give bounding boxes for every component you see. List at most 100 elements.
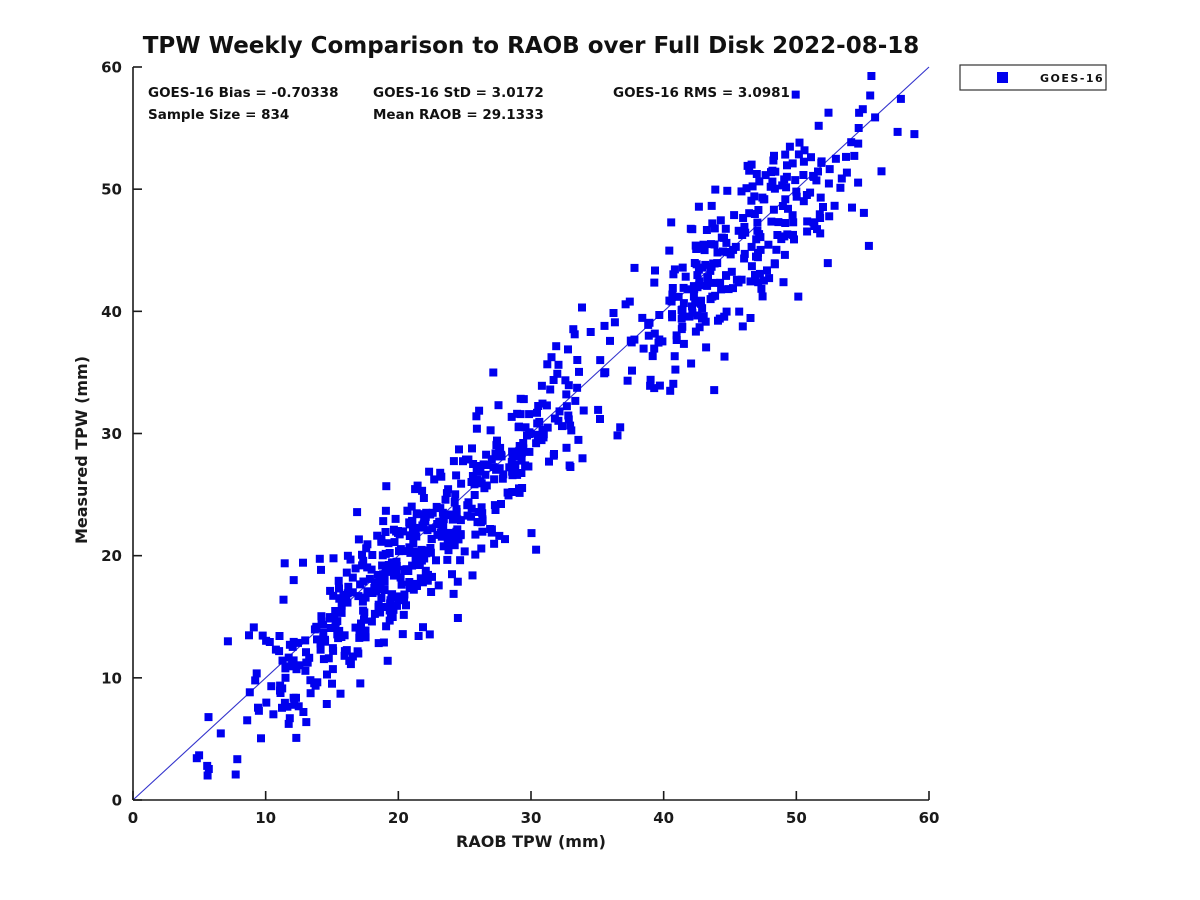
data-point: [746, 277, 755, 286]
data-point: [732, 275, 741, 284]
y-axis-title: Measured TPW (mm): [72, 356, 91, 544]
data-point: [368, 589, 377, 597]
data-point: [421, 517, 430, 525]
data-point: [192, 754, 201, 763]
data-point: [758, 193, 767, 202]
data-point: [316, 645, 325, 654]
data-point: [453, 614, 462, 622]
data-point: [639, 344, 648, 353]
data-point: [470, 491, 479, 499]
data-point: [550, 414, 559, 423]
data-point: [365, 574, 374, 583]
data-point: [405, 543, 414, 552]
data-point: [471, 530, 480, 539]
data-point: [487, 455, 496, 464]
data-point: [393, 601, 401, 610]
data-point: [460, 547, 469, 556]
data-point: [792, 187, 801, 196]
data-point: [354, 535, 363, 544]
data-point: [299, 558, 307, 567]
data-point: [477, 544, 486, 553]
x-tick-label: 0: [128, 809, 138, 827]
data-point: [726, 250, 735, 259]
data-point: [596, 356, 605, 365]
data-point: [370, 609, 379, 618]
data-point: [477, 503, 486, 512]
data-point: [360, 608, 369, 617]
data-point: [695, 323, 704, 332]
data-point: [400, 590, 409, 599]
data-point: [467, 512, 476, 521]
data-point: [495, 531, 504, 540]
data-point: [723, 186, 732, 195]
data-point: [472, 412, 481, 421]
data-point: [453, 577, 462, 586]
data-point: [803, 227, 812, 236]
data-point: [359, 556, 368, 565]
data-point: [243, 716, 252, 725]
data-point: [257, 734, 265, 743]
data-point: [751, 271, 759, 279]
data-point: [292, 733, 301, 742]
data-point: [344, 582, 353, 591]
data-point: [739, 214, 748, 222]
data-point: [275, 632, 284, 640]
data-point: [534, 402, 543, 410]
data-point: [767, 168, 775, 177]
data-point: [610, 318, 619, 327]
data-point: [695, 277, 704, 286]
data-point: [258, 631, 267, 640]
data-point: [825, 212, 834, 221]
data-point: [625, 297, 634, 306]
data-point: [752, 170, 761, 178]
data-point: [377, 534, 386, 543]
data-point: [692, 260, 701, 269]
data-point: [743, 161, 752, 170]
data-point: [665, 296, 674, 305]
data-point: [678, 305, 687, 314]
data-point: [515, 452, 523, 461]
data-point: [753, 226, 762, 235]
data-point: [412, 532, 421, 541]
data-point: [770, 260, 779, 269]
data-point: [514, 423, 523, 432]
data-point: [658, 337, 667, 346]
data-point: [478, 527, 487, 536]
data-point: [508, 488, 517, 496]
data-point: [812, 176, 821, 185]
data-point: [379, 517, 388, 526]
data-point: [806, 188, 815, 197]
data-point: [689, 292, 698, 301]
data-point: [486, 525, 495, 533]
data-point: [761, 171, 770, 180]
data-point: [710, 386, 719, 395]
data-point: [517, 456, 526, 465]
data-point: [345, 656, 354, 665]
data-point: [734, 226, 743, 235]
data-point: [720, 352, 729, 361]
data-point: [491, 449, 500, 458]
data-point: [437, 532, 446, 541]
data-point: [517, 469, 526, 477]
data-point: [679, 339, 688, 348]
data-point: [312, 622, 321, 631]
data-point: [777, 235, 786, 244]
data-point: [351, 564, 360, 573]
data-point: [538, 399, 547, 408]
data-point: [335, 584, 343, 593]
data-point: [498, 474, 507, 483]
scatter-points: [192, 72, 919, 780]
y-tick-label: 50: [101, 181, 122, 199]
data-point: [836, 183, 845, 192]
data-point: [355, 633, 364, 642]
y-tick-label: 10: [101, 669, 122, 687]
data-point: [425, 630, 434, 639]
data-point: [361, 633, 370, 642]
y-tick-label: 20: [101, 547, 122, 565]
data-point: [628, 366, 636, 375]
data-point: [684, 285, 693, 294]
data-point: [276, 686, 284, 695]
data-point: [476, 477, 485, 486]
